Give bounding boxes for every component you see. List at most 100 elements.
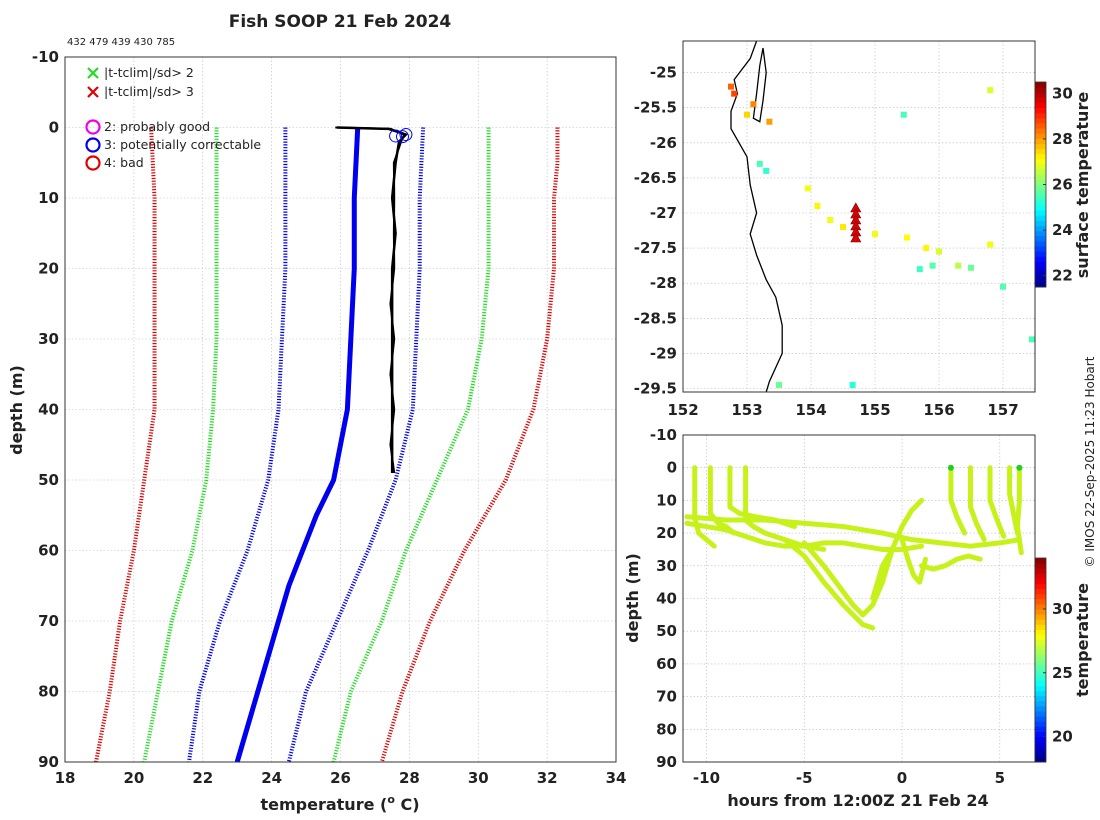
map-colorbar-segment (1035, 251, 1046, 257)
profile-ytick-label: 10 (38, 189, 59, 207)
map-sst-point (923, 245, 930, 252)
map-ytick-label: -27.5 (634, 239, 677, 257)
legend-circle-marker (85, 119, 101, 135)
map-colorbar-segment (1035, 194, 1046, 201)
profile-flags (389, 128, 413, 144)
map-colorbar-tick-label: 30 (1052, 84, 1073, 102)
legend-circle-marker (85, 155, 101, 171)
section-track (1014, 465, 1024, 556)
map-coastline (730, 40, 783, 393)
map-colorbar-segment (1035, 256, 1046, 262)
map-xtick-label: 156 (923, 401, 954, 419)
map-colorbar-segment (1035, 174, 1046, 180)
section-yticks: -10 0 10 20 30 40 50 60 70 80 90 (650, 426, 677, 771)
section-xticks: -10 -5 0 5 (693, 769, 1005, 787)
map-ytick-label: -29 (650, 344, 677, 362)
map-colorbar-segment (1035, 92, 1046, 98)
map-colorbar-segment (1035, 266, 1046, 273)
map-colorbar-segment (1035, 158, 1046, 165)
map-colorbar-tick-label: 24 (1052, 221, 1073, 239)
section-track (987, 465, 1007, 539)
section-colorbar-segment (1035, 690, 1046, 697)
section-colorbar-segment (1035, 756, 1046, 763)
map-sst-point (766, 118, 773, 125)
section-colorbar-label: temperature (1073, 583, 1092, 697)
profile-series-line-6 (379, 127, 560, 763)
section-track (870, 497, 925, 601)
map-sst-point (936, 248, 942, 255)
profile-series-line-2 (186, 127, 288, 763)
map-colorbar-segment (1035, 133, 1046, 139)
section-ytick-label: 50 (656, 622, 677, 640)
section-surface-dot (947, 464, 954, 471)
map-xtick-label: 152 (667, 401, 698, 419)
map-sst-point (728, 83, 734, 90)
section-ytick-label: 30 (656, 557, 677, 575)
section-ytick-label: 90 (656, 753, 677, 771)
section-colorbar-segment (1035, 573, 1046, 579)
map-sst-point (955, 262, 962, 269)
section-colorbar-segment (1035, 695, 1046, 702)
profile-series-line-3 (234, 127, 361, 763)
profile-xtick-label: 30 (468, 769, 489, 787)
map-xtick-label: 157 (987, 401, 1018, 419)
map-colorbar-segment (1035, 199, 1046, 206)
section-colorbar-segment (1035, 731, 1046, 737)
map-sst-point (756, 160, 763, 167)
profile-xtick-label: 28 (399, 769, 420, 787)
map-colorbar-segment (1035, 179, 1046, 185)
figure-title: Fish SOOP 21 Feb 2024 (229, 12, 452, 32)
map-colorbar-segment (1035, 138, 1046, 144)
profile-xtick-label: 26 (330, 769, 351, 787)
section-colorbar-segment (1035, 726, 1046, 732)
section-colorbar-segment (1035, 705, 1046, 712)
map-colorbar-segment (1035, 230, 1046, 237)
section-colorbar-segment (1035, 603, 1046, 610)
map-sst-point (904, 234, 910, 241)
legend-label: 2: probably good (104, 119, 210, 134)
profile-series-line-4 (286, 127, 426, 763)
section-grid (683, 434, 1035, 763)
profile-xtick-label: 32 (537, 769, 558, 787)
profile-xticks: 18 20 22 24 26 28 30 32 34 (55, 769, 627, 787)
map-ytick-label: -26 (650, 134, 677, 152)
map-sst-point (929, 262, 936, 269)
map-colorbar-segment (1035, 184, 1046, 191)
map-station-marker (850, 232, 862, 243)
map-sst-point (731, 90, 738, 97)
section-ytick-label: 20 (656, 524, 677, 542)
section-track (967, 465, 987, 543)
credit-text: © IMOS 22-Sep-2025 11:23 Hobart (1083, 356, 1097, 567)
map-yticks: -25 -25.5 -26 -26.5 -27 -27.5 -28 -28.5 -29 -29.5 (634, 64, 677, 398)
map-sst-point (872, 231, 878, 238)
section-ytick-label: 60 (656, 655, 677, 673)
map-colorbar-segment (1035, 164, 1046, 170)
profile-series-line-1 (142, 127, 219, 763)
map-colorbar-segment (1035, 169, 1046, 175)
map-colorbar: 22 24 26 28 30 (1034, 81, 1073, 288)
section-colorbar-segment (1035, 736, 1046, 743)
legend-label: 4: bad (104, 155, 144, 170)
section-colorbar-frame (1034, 557, 1047, 763)
profile-grid (64, 56, 617, 763)
section-ytick-label: 80 (656, 720, 677, 738)
map-coast (730, 40, 783, 393)
section-colorbar-segment (1035, 619, 1046, 625)
map-colorbar-segment (1035, 82, 1046, 88)
section-colorbar-segment (1035, 629, 1046, 635)
map-sst-point (804, 185, 811, 192)
section-colorbar-segment (1035, 563, 1046, 569)
map-sst-point (916, 266, 923, 273)
map-xtick-label: 154 (795, 401, 826, 419)
map-sst-point (900, 111, 907, 118)
map-colorbar-segment (1035, 153, 1046, 160)
section-track (782, 537, 876, 631)
map-sst-point (968, 264, 974, 271)
legend-label: |t-tclim|/sd> 2 (104, 65, 194, 80)
profile-ytick-label: 80 (38, 683, 59, 701)
map-island-outline (752, 47, 767, 123)
section-colorbar-segment (1035, 609, 1046, 615)
section-track (948, 465, 968, 536)
map-colorbar-segment (1035, 128, 1046, 134)
